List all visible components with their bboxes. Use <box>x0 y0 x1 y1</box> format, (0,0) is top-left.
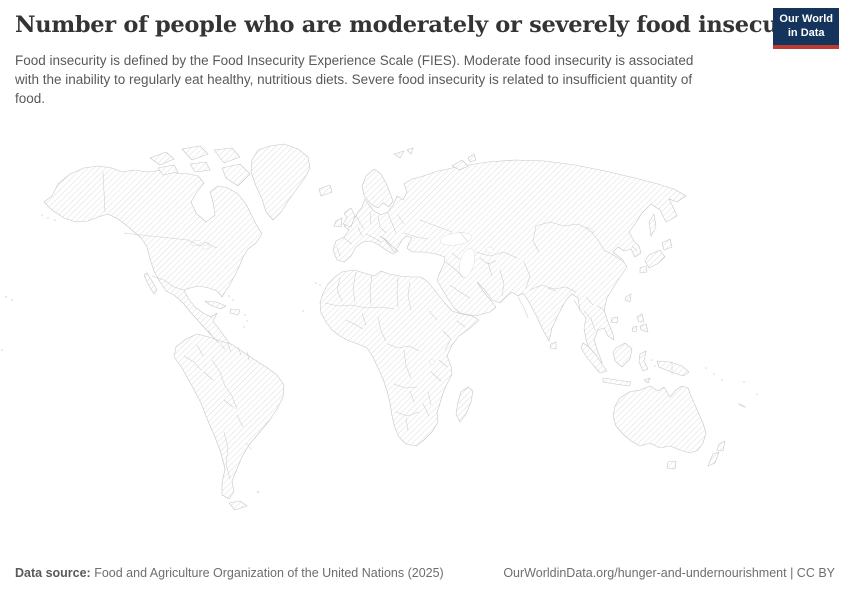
region-eurasia[interactable] <box>332 159 687 372</box>
region-north-america[interactable] <box>43 165 263 352</box>
island-specks <box>1 214 758 493</box>
chart-subtitle: Food insecurity is defined by the Food I… <box>15 53 694 107</box>
water-bodies <box>190 227 594 365</box>
owid-logo[interactable]: Our World in Data <box>773 8 839 49</box>
credit-license: | CC BY <box>786 566 835 580</box>
country-borders <box>102 171 673 480</box>
region-arctic-islands[interactable] <box>149 145 251 187</box>
region-caribbean[interactable] <box>143 272 241 316</box>
region-british-isles[interactable] <box>318 147 477 228</box>
page-title: Number of people who are moderately or s… <box>15 12 804 38</box>
region-scandinavia[interactable] <box>361 168 394 209</box>
credit-link[interactable]: OurWorldinData.org/hunger-and-undernouri… <box>503 566 787 580</box>
region-africa[interactable] <box>319 269 480 447</box>
owid-logo-line2: in Data <box>787 26 825 39</box>
region-greenland[interactable] <box>250 143 311 221</box>
data-source-value: Food and Agriculture Organization of the… <box>90 566 444 580</box>
data-source-label: Data source: <box>15 566 91 580</box>
region-australia[interactable] <box>612 385 707 470</box>
data-source: Data source: Food and Agriculture Organi… <box>15 566 444 580</box>
credit: OurWorldinData.org/hunger-and-undernouri… <box>503 566 835 580</box>
region-new-zealand[interactable] <box>707 440 726 467</box>
region-east-asia-islands[interactable] <box>549 213 673 350</box>
region-south-america[interactable] <box>173 333 285 511</box>
region-madagascar[interactable] <box>455 386 474 423</box>
region-southeast-asia-islands[interactable] <box>580 342 690 387</box>
owid-logo-line1: Our World <box>779 13 833 25</box>
chart-footer: Data source: Food and Agriculture Organi… <box>15 566 835 580</box>
